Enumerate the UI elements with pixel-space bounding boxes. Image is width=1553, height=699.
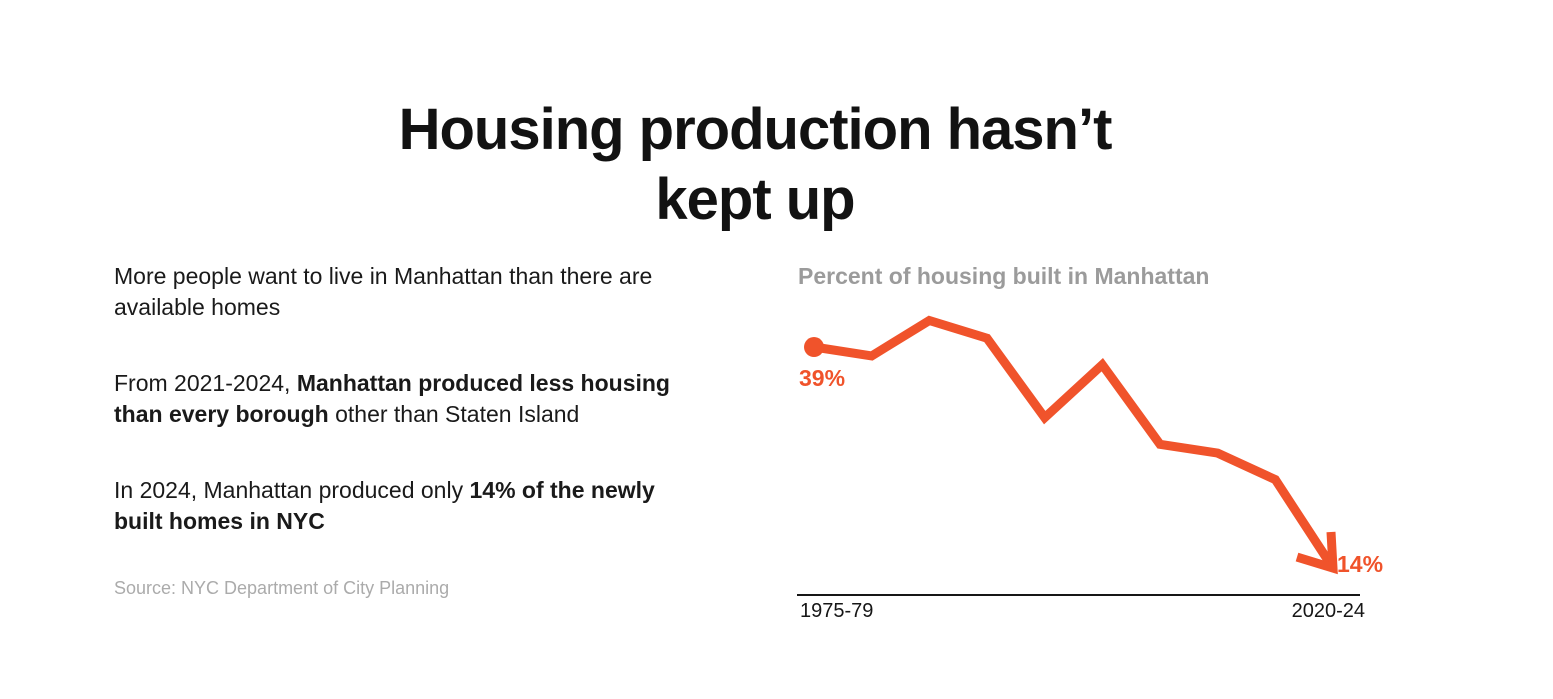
first-point-label: 39% xyxy=(799,365,846,391)
x-tick-label-start: 1975-79 xyxy=(800,600,874,622)
page-title-line-1: Housing production hasn’t xyxy=(398,96,1113,162)
page-title-line-2: kept up xyxy=(655,166,855,232)
body-paragraph: More people want to live in Manhattan th… xyxy=(114,263,653,320)
page-title: Housing production hasn’t kept up xyxy=(0,95,1510,235)
source-note: Source: NYC Department of City Planning xyxy=(114,578,450,598)
body-copy: More people want to live in Manhattan th… xyxy=(114,261,754,599)
trend-line xyxy=(813,315,1337,571)
body-paragraph: In 2024, Manhattan produced only 14% of … xyxy=(114,477,655,534)
last-point-label: 14% xyxy=(1337,551,1384,577)
chart-title: Percent of housing built in Manhattan xyxy=(798,263,1210,289)
x-tick-label-end: 2020-24 xyxy=(1291,600,1365,622)
arrowhead-icon xyxy=(1295,531,1338,575)
line-chart-svg xyxy=(797,315,1360,596)
start-point-dot xyxy=(804,337,824,358)
body-paragraph: From 2021-2024, Manhattan produced less … xyxy=(114,370,670,427)
